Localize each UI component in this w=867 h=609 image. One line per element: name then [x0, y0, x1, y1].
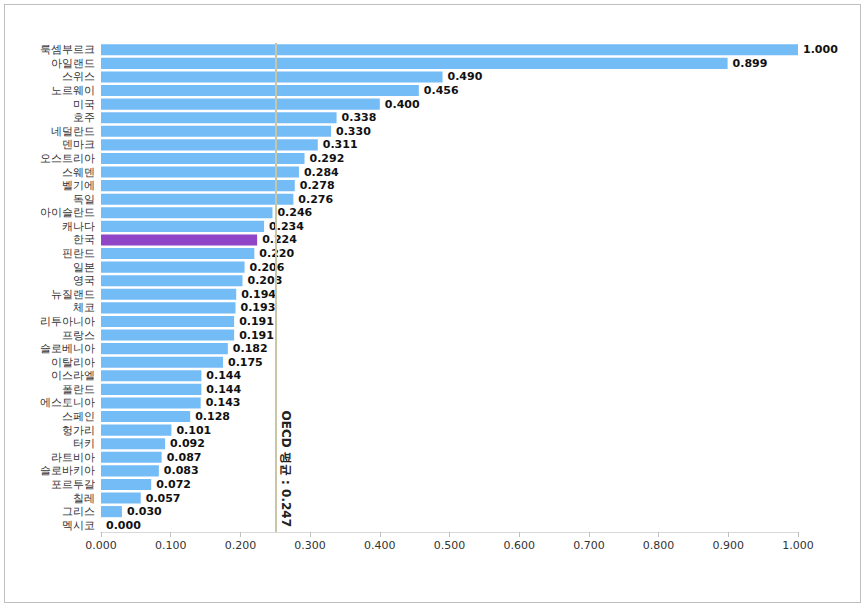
svg-text:0.300: 0.300	[294, 539, 326, 552]
svg-text:이탈리아: 이탈리아	[51, 356, 95, 369]
svg-text:룩셈부르크: 룩셈부르크	[40, 43, 95, 56]
svg-text:라트비아: 라트비아	[51, 451, 95, 464]
svg-text:0.092: 0.092	[170, 437, 205, 450]
svg-text:독일: 독일	[73, 193, 95, 206]
svg-text:0.400: 0.400	[385, 98, 420, 111]
svg-text:0.224: 0.224	[262, 233, 297, 246]
svg-text:그리스: 그리스	[62, 505, 95, 518]
svg-text:0.100: 0.100	[155, 539, 187, 552]
svg-text:리투아니아: 리투아니아	[40, 315, 95, 328]
svg-text:0.292: 0.292	[310, 152, 345, 165]
svg-text:영국: 영국	[73, 274, 95, 287]
svg-text:스위스: 스위스	[62, 70, 95, 83]
svg-text:0.278: 0.278	[300, 179, 335, 192]
svg-text:헝가리: 헝가리	[62, 424, 95, 437]
svg-text:터키: 터키	[73, 437, 95, 450]
svg-text:핀란드: 핀란드	[62, 247, 95, 260]
svg-text:0.203: 0.203	[247, 274, 282, 287]
svg-text:슬로바키아: 슬로바키아	[40, 464, 95, 477]
svg-text:0.400: 0.400	[364, 539, 396, 552]
svg-text:칠레: 칠레	[73, 492, 95, 505]
svg-text:0.600: 0.600	[503, 539, 535, 552]
svg-text:0.490: 0.490	[448, 70, 483, 83]
svg-text:0.800: 0.800	[643, 539, 675, 552]
svg-text:폴란드: 폴란드	[62, 383, 95, 396]
svg-text:미국: 미국	[73, 98, 95, 111]
svg-text:0.000: 0.000	[85, 539, 117, 552]
svg-text:OECD 평균 : 0.247: OECD 평균 : 0.247	[279, 411, 293, 527]
svg-text:0.144: 0.144	[206, 383, 241, 396]
svg-text:0.900: 0.900	[713, 539, 745, 552]
svg-text:0.700: 0.700	[573, 539, 605, 552]
svg-text:0.191: 0.191	[239, 315, 274, 328]
svg-text:0.000: 0.000	[106, 519, 141, 532]
svg-text:스페인: 스페인	[62, 410, 95, 423]
svg-text:0.206: 0.206	[250, 261, 285, 274]
svg-text:0.101: 0.101	[176, 424, 211, 437]
svg-text:0.175: 0.175	[228, 356, 263, 369]
svg-text:0.284: 0.284	[304, 166, 339, 179]
svg-text:0.234: 0.234	[269, 220, 304, 233]
svg-text:1.000: 1.000	[782, 539, 814, 552]
svg-text:0.311: 0.311	[323, 138, 358, 151]
svg-text:0.087: 0.087	[167, 451, 202, 464]
svg-text:아일랜드: 아일랜드	[51, 57, 95, 70]
svg-text:포르투갈: 포르투갈	[51, 478, 95, 491]
svg-text:캐나다: 캐나다	[62, 220, 95, 233]
svg-text:0.128: 0.128	[195, 410, 230, 423]
svg-text:스웨덴: 스웨덴	[62, 166, 95, 179]
svg-text:호주: 호주	[73, 111, 95, 124]
svg-text:0.330: 0.330	[336, 125, 371, 138]
svg-text:일본: 일본	[73, 261, 95, 274]
svg-text:0.220: 0.220	[259, 247, 295, 260]
svg-text:네덜란드: 네덜란드	[51, 125, 95, 138]
svg-text:0.030: 0.030	[127, 505, 162, 518]
svg-text:뉴질랜드: 뉴질랜드	[51, 288, 95, 301]
svg-text:아이슬란드: 아이슬란드	[40, 206, 95, 219]
svg-text:오스트리아: 오스트리아	[40, 152, 95, 165]
svg-text:0.338: 0.338	[342, 111, 377, 124]
svg-text:노르웨이: 노르웨이	[51, 84, 95, 97]
svg-text:0.057: 0.057	[146, 492, 181, 505]
svg-text:이스라엘: 이스라엘	[51, 369, 95, 382]
svg-text:0.193: 0.193	[241, 301, 276, 314]
svg-text:한국: 한국	[73, 233, 95, 246]
svg-text:0.246: 0.246	[277, 206, 312, 219]
svg-text:덴마크: 덴마크	[62, 138, 95, 151]
svg-text:슬로베니아: 슬로베니아	[40, 342, 95, 355]
svg-text:0.899: 0.899	[733, 57, 768, 70]
svg-text:0.456: 0.456	[424, 84, 459, 97]
svg-text:0.072: 0.072	[156, 478, 191, 491]
svg-text:0.200: 0.200	[225, 539, 257, 552]
svg-text:에스토니아: 에스토니아	[40, 396, 95, 409]
svg-text:0.276: 0.276	[298, 193, 333, 206]
svg-text:0.144: 0.144	[206, 369, 241, 382]
svg-text:체코: 체코	[73, 301, 95, 314]
svg-text:0.500: 0.500	[434, 539, 466, 552]
svg-text:0.194: 0.194	[241, 288, 276, 301]
svg-text:0.191: 0.191	[239, 329, 274, 342]
svg-text:프랑스: 프랑스	[62, 329, 95, 342]
svg-text:멕시코: 멕시코	[62, 519, 95, 532]
svg-text:1.000: 1.000	[803, 43, 838, 56]
svg-text:0.143: 0.143	[206, 396, 241, 409]
svg-text:0.182: 0.182	[233, 342, 268, 355]
svg-text:벨기에: 벨기에	[62, 179, 95, 192]
svg-text:0.083: 0.083	[164, 464, 199, 477]
